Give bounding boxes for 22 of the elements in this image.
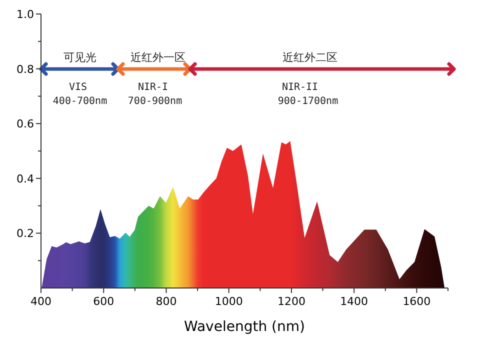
x-tick-label: 1200 xyxy=(277,295,306,308)
annotation: NIR-II xyxy=(282,82,318,93)
x-tick-label: 1400 xyxy=(340,295,368,308)
y-tick-label: 0.2 xyxy=(16,227,34,240)
y-tick-label: 0.8 xyxy=(16,62,34,76)
annotation: 700-900nm xyxy=(128,96,182,107)
x-tick-label: 1600 xyxy=(402,295,431,308)
x-tick-label: 600 xyxy=(93,295,114,308)
annotation: 400-700nm xyxy=(52,96,108,107)
x-tick-label: 1000 xyxy=(214,295,243,308)
x-axis-title: Wavelength (nm) xyxy=(184,319,305,335)
x-tick-label: 800 xyxy=(156,295,177,308)
y-tick-label: 1.0 xyxy=(16,8,34,21)
annotation: 近红外二区 xyxy=(282,51,338,64)
y-tick-label: 0.4 xyxy=(16,172,34,186)
annotation: VIS xyxy=(68,82,88,93)
annotation: 可见光 xyxy=(64,51,96,64)
annotation: NIR-I xyxy=(138,82,168,93)
y-tick-label: 0.6 xyxy=(16,118,34,131)
annotation: 近红外一区 xyxy=(130,51,186,64)
x-tick-label: 400 xyxy=(30,295,52,308)
annotation: 900-1700nm xyxy=(278,96,338,107)
